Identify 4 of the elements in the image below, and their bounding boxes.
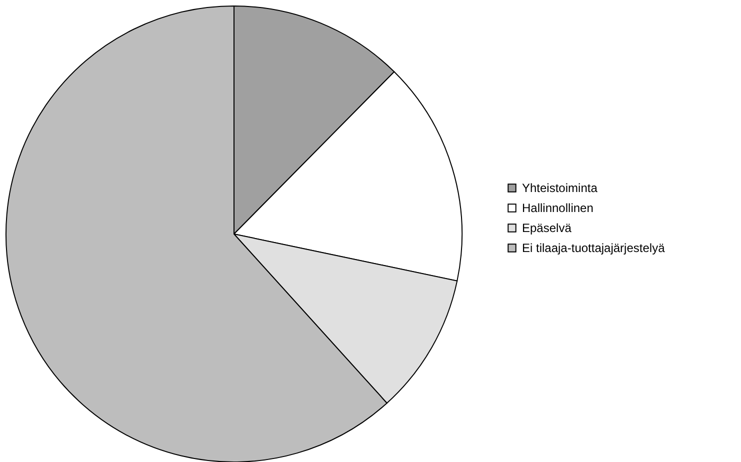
legend-label: Hallinnollinen xyxy=(522,201,594,215)
legend-label: Ei tilaaja-tuottajajärjestelyä xyxy=(522,241,666,255)
legend-label: Epäselvä xyxy=(522,221,572,235)
legend-label: Yhteistoiminta xyxy=(522,181,598,195)
